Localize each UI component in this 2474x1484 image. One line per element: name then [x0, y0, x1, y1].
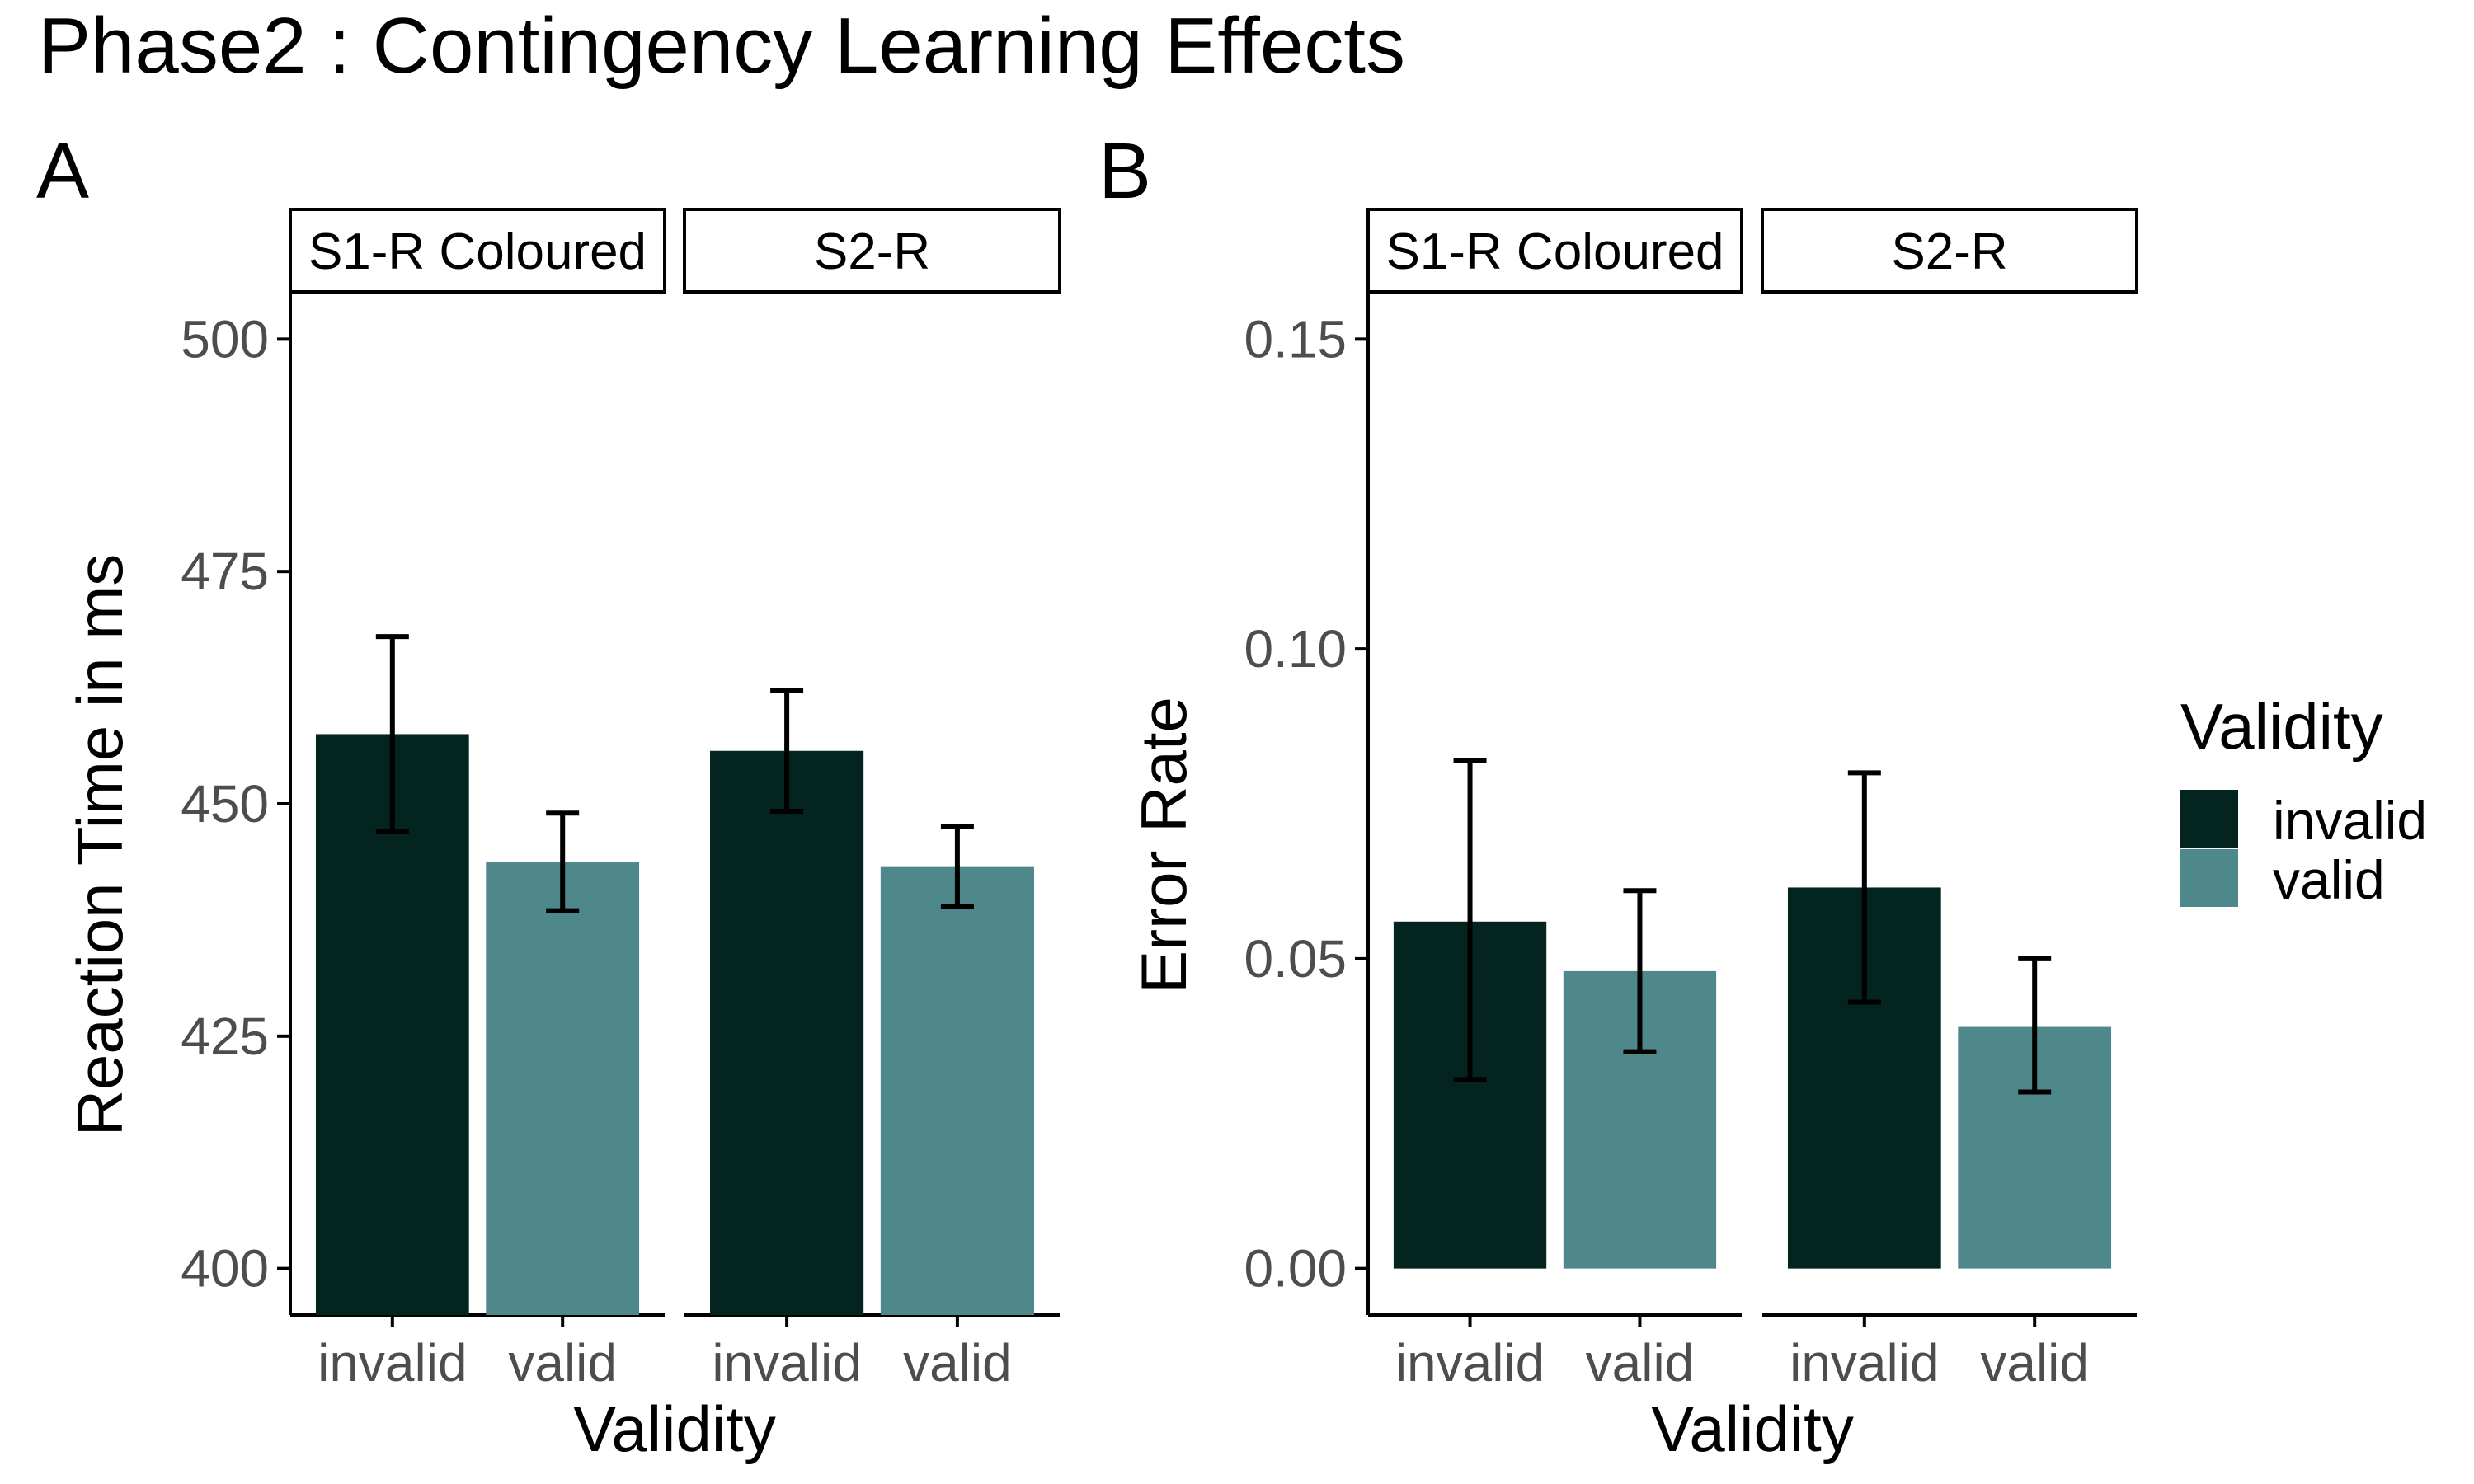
- x-tick-label: invalid: [1790, 1333, 1939, 1392]
- y-tick-label: 0.15: [1244, 309, 1347, 369]
- legend-title: Validity: [2180, 690, 2383, 763]
- y-tick-label: 0.00: [1244, 1239, 1347, 1298]
- facet-2: S2-R invalid valid: [1761, 208, 2138, 1392]
- facet-strip: [683, 208, 1061, 294]
- panels: A 400 425 450 475 500 Reaction Time in ms Valid…: [36, 127, 2138, 1465]
- y-tick-label: 500: [181, 309, 269, 369]
- x-axis-title: Validity: [573, 1392, 776, 1465]
- y-tick-label: 475: [181, 542, 269, 601]
- facet-strip: [289, 208, 666, 294]
- facet-2: S2-R invalid valid: [683, 208, 1061, 1392]
- x-axis-title: Validity: [1651, 1392, 1854, 1465]
- panel-label: A: [36, 127, 89, 215]
- legend-label-valid: valid: [2273, 849, 2385, 910]
- y-axis-title: Error Rate: [1127, 697, 1200, 993]
- legend-key-invalid: [2180, 790, 2238, 848]
- facet-1: S1-R Coloured invalid valid: [289, 208, 666, 1392]
- bar-valid: [486, 862, 640, 1315]
- y-axis-title: Reaction Time in ms: [63, 554, 136, 1137]
- facet-strip-label: S1-R Coloured: [308, 223, 647, 280]
- facet-strip: [1366, 208, 1743, 294]
- legend: Validity invalid valid: [2180, 690, 2427, 910]
- x-tick-label: valid: [903, 1333, 1012, 1392]
- legend-key-valid: [2180, 849, 2238, 907]
- x-tick-label: valid: [1980, 1333, 2089, 1392]
- legend-label-invalid: invalid: [2273, 790, 2427, 851]
- y-tick-label: 0.05: [1244, 929, 1347, 989]
- bar-invalid: [710, 750, 864, 1315]
- facet-strip: [1761, 208, 2138, 294]
- figure-title: Phase2 : Contingency Learning Effects: [38, 2, 1405, 90]
- y-tick-label: 400: [181, 1239, 269, 1298]
- x-tick-label: invalid: [712, 1333, 861, 1392]
- x-tick-label: valid: [1586, 1333, 1695, 1392]
- bar-valid: [880, 866, 1034, 1315]
- panel-label: B: [1098, 127, 1151, 215]
- y-tick-label: 0.10: [1244, 619, 1347, 679]
- y-tick-label: 450: [181, 774, 269, 834]
- facet-strip-label: S2-R: [1891, 223, 2007, 280]
- facet-1: S1-R Coloured invalid valid: [1366, 208, 1743, 1392]
- y-tick-label: 425: [181, 1007, 269, 1066]
- x-tick-label: invalid: [317, 1333, 467, 1392]
- panel-a: A 400 425 450 475 500 Reaction Time in ms Valid…: [36, 127, 1061, 1465]
- x-tick-label: valid: [508, 1333, 617, 1392]
- facet-strip-label: S1-R Coloured: [1385, 223, 1724, 280]
- x-tick-label: invalid: [1395, 1333, 1545, 1392]
- facet-strip-label: S2-R: [814, 223, 930, 280]
